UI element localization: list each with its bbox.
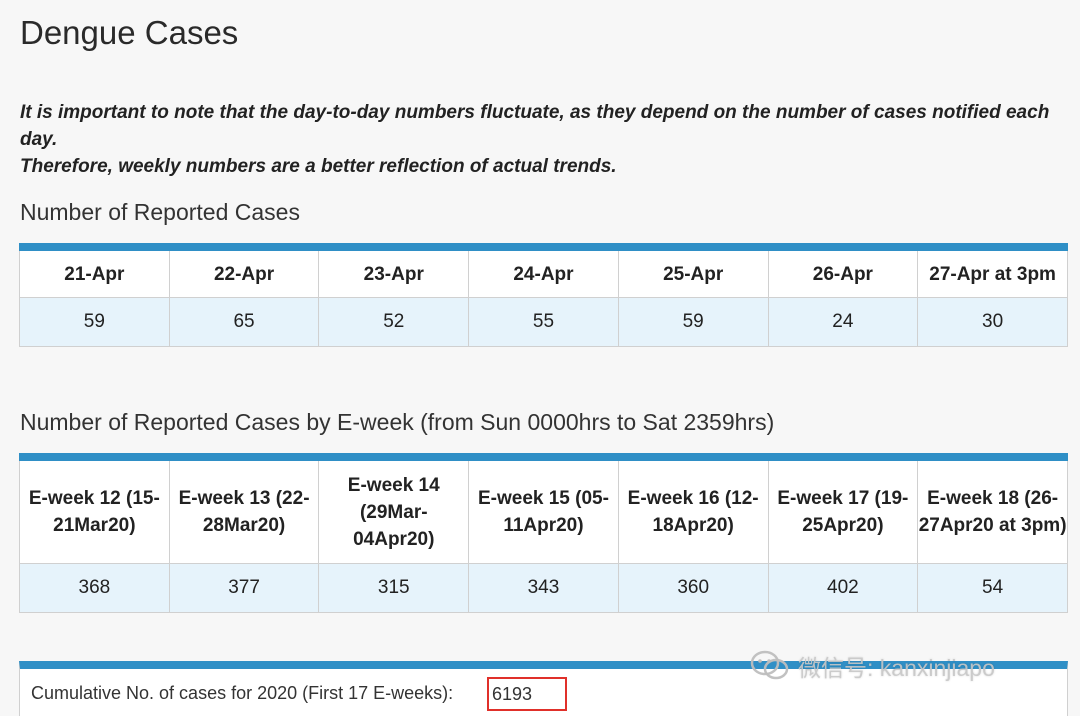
daily-header-row: 21-Apr 22-Apr 23-Apr 24-Apr 25-Apr 26-Ap… bbox=[19, 246, 1068, 298]
daily-header-cell: 26-Apr bbox=[767, 246, 919, 298]
daily-value-cell: 52 bbox=[318, 297, 470, 347]
daily-header-cell: 24-Apr bbox=[468, 246, 619, 298]
weekly-value-cell: 315 bbox=[318, 563, 470, 613]
daily-header-cell: 27-Apr at 3pm bbox=[917, 246, 1068, 298]
wechat-icon bbox=[750, 650, 789, 680]
weekly-header-cell: E-week 14 (29Mar-04Apr20) bbox=[318, 456, 470, 564]
weekly-value-cell: 54 bbox=[917, 563, 1068, 613]
weekly-header-cell: E-week 13 (22-28Mar20) bbox=[168, 456, 320, 564]
weekly-value-cell: 377 bbox=[168, 563, 320, 613]
daily-cases-table: 21-Apr 22-Apr 23-Apr 24-Apr 25-Apr 26-Ap… bbox=[19, 243, 1068, 347]
daily-value-cell: 24 bbox=[767, 297, 919, 347]
disclaimer-line-2: Therefore, weekly numbers are a better r… bbox=[20, 156, 617, 177]
weekly-value-cell: 402 bbox=[767, 563, 919, 613]
daily-value-cell: 59 bbox=[617, 297, 769, 347]
daily-value-cell: 30 bbox=[917, 297, 1068, 347]
page-title: Dengue Cases bbox=[20, 14, 239, 51]
daily-header-cell: 21-Apr bbox=[19, 246, 170, 298]
weekly-value-cell: 343 bbox=[468, 563, 619, 613]
daily-value-cell: 55 bbox=[468, 297, 619, 347]
weekly-cases-table: E-week 12 (15-21Mar20) E-week 13 (22-28M… bbox=[19, 453, 1068, 613]
weekly-header-row: E-week 12 (15-21Mar20) E-week 13 (22-28M… bbox=[19, 456, 1068, 564]
cumulative-cases-label: Cumulative No. of cases for 2020 (First … bbox=[31, 683, 454, 703]
daily-header-cell: 23-Apr bbox=[318, 246, 470, 298]
weekly-value-cell: 368 bbox=[19, 563, 170, 613]
weekly-header-cell: E-week 12 (15-21Mar20) bbox=[19, 456, 170, 564]
weekly-header-cell: E-week 17 (19-25Apr20) bbox=[767, 456, 919, 564]
weekly-header-cell: E-week 16 (12-18Apr20) bbox=[617, 456, 769, 564]
cumulative-cases-box: Cumulative No. of cases for 2020 (First … bbox=[19, 661, 1068, 716]
daily-value-cell: 65 bbox=[168, 297, 320, 347]
weekly-values-row: 368 377 315 343 360 402 54 bbox=[19, 563, 1068, 613]
daily-header-cell: 22-Apr bbox=[168, 246, 320, 298]
cumulative-cases-value: 6193 bbox=[487, 677, 567, 711]
daily-values-row: 59 65 52 55 59 24 30 bbox=[19, 297, 1068, 347]
weekly-header-cell: E-week 18 (26-27Apr20 at 3pm) bbox=[917, 456, 1068, 564]
watermark-text: 微信号: kanxinjiapo bbox=[798, 655, 995, 681]
disclaimer-line-1: It is important to note that the day-to-… bbox=[20, 102, 1050, 150]
weekly-value-cell: 360 bbox=[617, 563, 769, 613]
disclaimer-note: It is important to note that the day-to-… bbox=[20, 99, 1075, 180]
weekly-header-cell: E-week 15 (05-11Apr20) bbox=[468, 456, 619, 564]
weekly-cases-heading: Number of Reported Cases by E-week (from… bbox=[20, 409, 775, 435]
daily-header-cell: 25-Apr bbox=[617, 246, 769, 298]
wechat-watermark: 微信号: kanxinjiapo bbox=[750, 648, 995, 684]
daily-value-cell: 59 bbox=[19, 297, 170, 347]
daily-cases-heading: Number of Reported Cases bbox=[20, 199, 300, 225]
